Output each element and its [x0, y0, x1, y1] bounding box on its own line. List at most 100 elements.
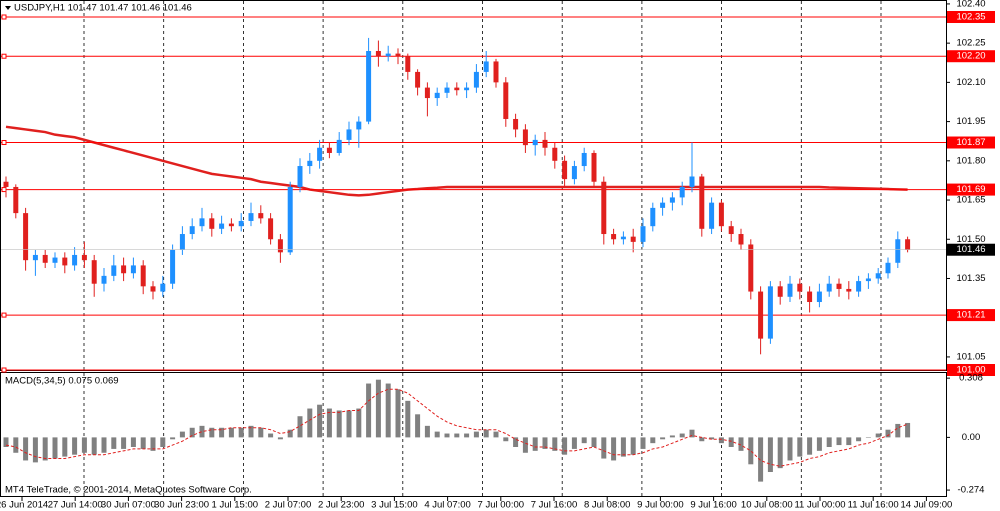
- candle-body: [748, 244, 754, 292]
- macd-bar: [179, 431, 185, 438]
- candle-body: [415, 71, 421, 88]
- x-tick-label: 9 Jul 00:00: [637, 500, 683, 511]
- macd-bar: [72, 437, 78, 455]
- macd-bar: [846, 437, 852, 446]
- macd-bar: [150, 437, 156, 451]
- macd-bar: [777, 437, 783, 469]
- macd-bar: [130, 437, 136, 447]
- macd-bar: [699, 437, 705, 442]
- macd-bar: [454, 433, 460, 438]
- candle-body: [846, 288, 852, 292]
- macd-bar: [562, 437, 568, 455]
- candle-body: [258, 213, 264, 219]
- macd-bar: [395, 389, 401, 438]
- macd-bar: [542, 437, 548, 449]
- y-tick-label: 101.35: [956, 273, 985, 284]
- macd-bar: [346, 410, 352, 438]
- macd-bar: [356, 408, 362, 438]
- level-label: 101.87: [956, 137, 985, 148]
- level-marker: [1, 14, 7, 20]
- level-label-box: [947, 364, 995, 376]
- macd-bar: [297, 416, 303, 438]
- candle-body: [424, 87, 430, 99]
- macd-bar: [620, 437, 626, 457]
- macd-bar: [532, 437, 538, 451]
- candle-body: [72, 254, 78, 266]
- macd-bar: [718, 437, 724, 444]
- footer: MT4 TeleTrade, © 2001-2014, MetaQuotes S…: [5, 485, 252, 496]
- candle-body: [248, 213, 254, 221]
- candle-body: [317, 147, 323, 161]
- macd-bar: [581, 437, 587, 444]
- macd-bar: [121, 437, 127, 449]
- candle-body: [611, 234, 617, 240]
- macd-bar: [385, 383, 391, 438]
- candle-body: [699, 176, 705, 229]
- macd-bar: [32, 437, 38, 463]
- candle-body: [738, 234, 744, 245]
- menu-arrow: [5, 6, 11, 10]
- macd-bar: [738, 437, 744, 451]
- candle-body: [591, 152, 597, 182]
- macd-bar: [640, 437, 646, 449]
- x-tick-label: 14 Jul 09:00: [901, 500, 953, 511]
- candle-body: [336, 139, 342, 153]
- candle-body: [865, 278, 871, 282]
- level-marker: [1, 187, 7, 193]
- candle-body: [23, 213, 29, 261]
- candle-body: [444, 87, 450, 93]
- candle-body: [542, 139, 548, 148]
- candle-body: [836, 283, 842, 289]
- macd-title: MACD(5,34,5) 0.075 0.069: [5, 376, 119, 387]
- macd-bar: [248, 425, 254, 438]
- level-label-box: [947, 136, 995, 149]
- macd-bar: [62, 437, 68, 457]
- y-tick-label: 101.80: [956, 155, 985, 166]
- candle-body: [826, 283, 832, 292]
- x-tick-label: 2 Jul 07:00: [265, 500, 311, 511]
- macd-bar: [513, 437, 519, 447]
- candle-body: [160, 283, 166, 292]
- macd-bar: [650, 437, 656, 444]
- candle-body: [552, 147, 558, 161]
- candle-body: [454, 87, 460, 91]
- candle-body: [679, 186, 685, 198]
- macd-bar: [836, 437, 842, 446]
- candle-body: [718, 202, 724, 227]
- macd-bar: [669, 435, 675, 438]
- macd-bar: [797, 437, 803, 457]
- macd-bar: [689, 429, 695, 438]
- y-tick-label: 102.25: [956, 38, 985, 49]
- macd-bar: [238, 427, 244, 438]
- x-tick-label: 11 Jul 16:00: [848, 500, 899, 511]
- macd-bar: [268, 433, 274, 438]
- macd-bar: [483, 429, 489, 438]
- candle-body: [375, 50, 381, 57]
- macd-bar: [405, 400, 411, 438]
- macd-bar: [787, 437, 793, 461]
- x-tick-label: 3 Jul 15:00: [371, 500, 417, 511]
- candle-body: [856, 281, 862, 292]
- y-tick-label: 101.05: [956, 351, 985, 362]
- x-tick-label: 9 Jul 16:00: [690, 500, 736, 511]
- candle-body: [777, 286, 783, 297]
- macd-y-tick-label: 0.308: [959, 373, 983, 384]
- candle-body: [111, 265, 117, 276]
- candle-body: [767, 286, 773, 339]
- macd-bar: [552, 437, 558, 451]
- level-marker: [1, 53, 7, 59]
- macd-bar: [875, 433, 881, 438]
- candle-body: [709, 202, 715, 229]
- candle-body: [650, 207, 656, 227]
- macd-bar: [807, 437, 813, 455]
- level-label-box: [947, 309, 995, 322]
- candle-body: [728, 226, 734, 235]
- chart-title: USDJPY,H1 101.47 101.47 101.46 101.46: [14, 3, 192, 14]
- level-label-box: [947, 183, 995, 196]
- candle-body: [42, 254, 48, 263]
- candle-body: [189, 226, 195, 235]
- macd-bar: [3, 437, 9, 447]
- x-tick-label: 27 Jun 14:00: [48, 500, 103, 511]
- candle-body: [601, 181, 607, 235]
- macd-frame: [0, 372, 947, 497]
